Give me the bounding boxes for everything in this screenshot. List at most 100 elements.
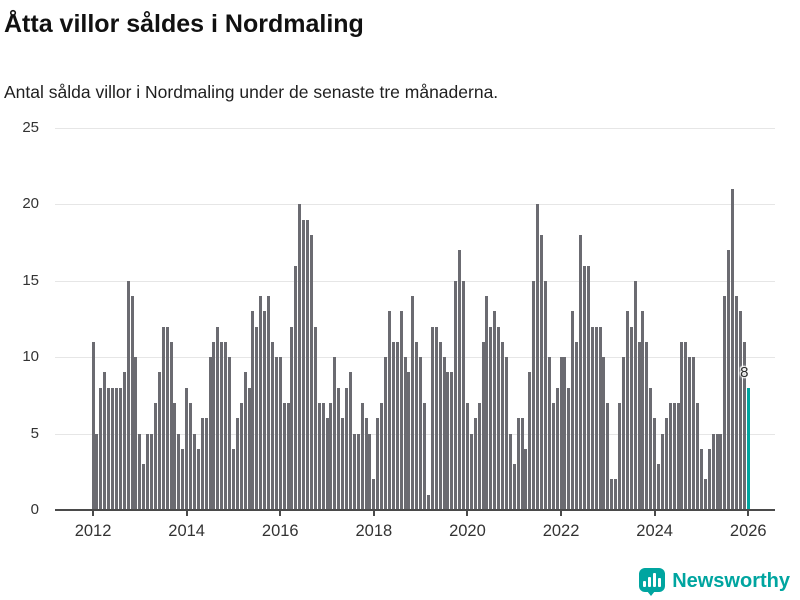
bar [368,433,372,510]
bar [540,234,544,510]
y-axis-tick-label: 5 [30,424,39,442]
bar [633,280,637,510]
bar [738,311,742,510]
bar [239,403,243,510]
bar [278,357,282,510]
bar [302,219,306,510]
bar [668,403,672,510]
gridline [55,433,775,435]
logo-tail [647,591,656,596]
bar [458,250,462,510]
bar [547,357,551,510]
bar [438,341,442,510]
y-axis-tick-label: 0 [30,501,39,518]
bar [313,326,317,510]
logo-bar-icon [653,573,657,587]
newsworthy-logo-icon [639,568,666,596]
brand-footer[interactable]: Newsworthy [639,568,790,596]
x-axis-tick [560,511,563,516]
bar [337,387,341,510]
bar [649,387,653,510]
bar [399,311,403,510]
bar [657,464,661,510]
bar [395,341,399,510]
bar [134,357,138,510]
bar [469,433,473,510]
y-axis-tick-label: 10 [22,348,39,366]
bar [645,341,649,510]
bar [446,372,450,510]
bar [181,448,185,510]
bar [173,403,177,510]
bar [473,418,477,510]
bar [454,280,458,510]
bar [551,403,555,510]
bar [462,280,466,510]
y-axis-tick-label: 15 [22,271,39,289]
bar [512,464,516,510]
bar [352,433,356,510]
bar [696,403,700,510]
logo-bar-icon [643,581,647,587]
bar [434,326,438,510]
bar [625,311,629,510]
bar [329,403,333,510]
x-axis-tick-label: 2016 [261,522,299,540]
bar [610,479,614,510]
x-axis-tick-label: 2026 [729,522,767,540]
bar [727,250,731,510]
bar [735,296,739,510]
bar [204,418,208,510]
gridline [55,128,775,129]
bar [384,357,388,510]
x-axis-tick-label: 2020 [449,522,486,540]
highlight-value-label: 8 [740,363,749,381]
bar [146,433,150,510]
bar [485,296,489,510]
bar [664,418,668,510]
bar [169,341,173,510]
chart-subtitle: Antal sålda villor i Nordmaling under de… [4,82,499,102]
bar [165,326,169,510]
bar [711,433,715,510]
bar [270,341,274,510]
bar [150,433,154,510]
bar [267,296,271,510]
bar [235,418,239,510]
bar [430,326,434,510]
bar [294,265,298,510]
bar [707,448,711,510]
bar [185,387,189,510]
bar [130,296,134,510]
bar [497,326,501,510]
x-axis-tick [279,511,282,516]
bar [563,357,567,510]
bar [243,372,247,510]
bar [231,448,235,510]
x-axis-tick-label: 2024 [636,522,673,540]
bar [200,418,204,510]
bar [423,403,427,510]
bar [325,418,329,510]
bar [274,357,278,510]
bar [263,311,267,510]
bar [138,433,142,510]
bar [723,296,727,510]
bar [555,387,559,510]
gridline [55,357,775,359]
bar [220,341,224,510]
bar [450,372,454,510]
bar [680,341,684,510]
bar [122,372,126,510]
x-axis-tick [92,511,95,516]
bar [731,189,735,510]
bar [411,296,415,510]
bar [508,433,512,510]
logo-bar-icon [658,578,662,587]
bar [216,326,220,510]
bar [107,387,111,510]
bar [118,387,122,510]
bar [95,433,99,510]
bar [228,357,232,510]
bar [629,326,633,510]
